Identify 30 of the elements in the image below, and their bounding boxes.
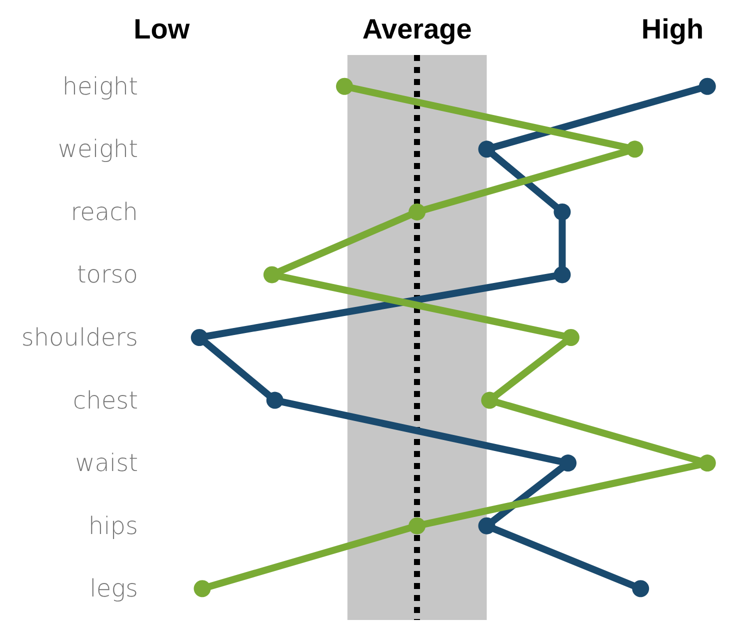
y-tick-label: chest	[72, 386, 138, 414]
text: Average	[362, 14, 472, 44]
text: Low	[134, 14, 190, 44]
point	[408, 203, 426, 220]
point	[263, 266, 280, 284]
point	[632, 580, 650, 598]
point	[698, 78, 716, 95]
y-tick-label: legs	[90, 574, 138, 603]
point	[698, 454, 716, 472]
point	[190, 329, 208, 346]
point	[194, 580, 211, 598]
point	[266, 392, 284, 409]
y-tick-label: hips	[88, 512, 138, 540]
y-tick-label: weight	[58, 135, 138, 164]
point	[481, 392, 498, 409]
text: High	[641, 14, 704, 44]
y-tick-label: waist	[75, 449, 138, 478]
point	[336, 78, 354, 95]
point	[626, 140, 644, 158]
point	[554, 203, 571, 220]
point	[554, 266, 571, 284]
y-tick-label: height	[62, 72, 138, 100]
y-tick-label: reach	[70, 198, 138, 226]
point	[562, 329, 580, 346]
point	[408, 517, 426, 534]
y-tick-label: torso	[76, 260, 138, 289]
y-tick-label: shoulders	[21, 324, 138, 352]
point	[478, 140, 496, 158]
point	[560, 454, 577, 472]
point	[478, 517, 496, 534]
